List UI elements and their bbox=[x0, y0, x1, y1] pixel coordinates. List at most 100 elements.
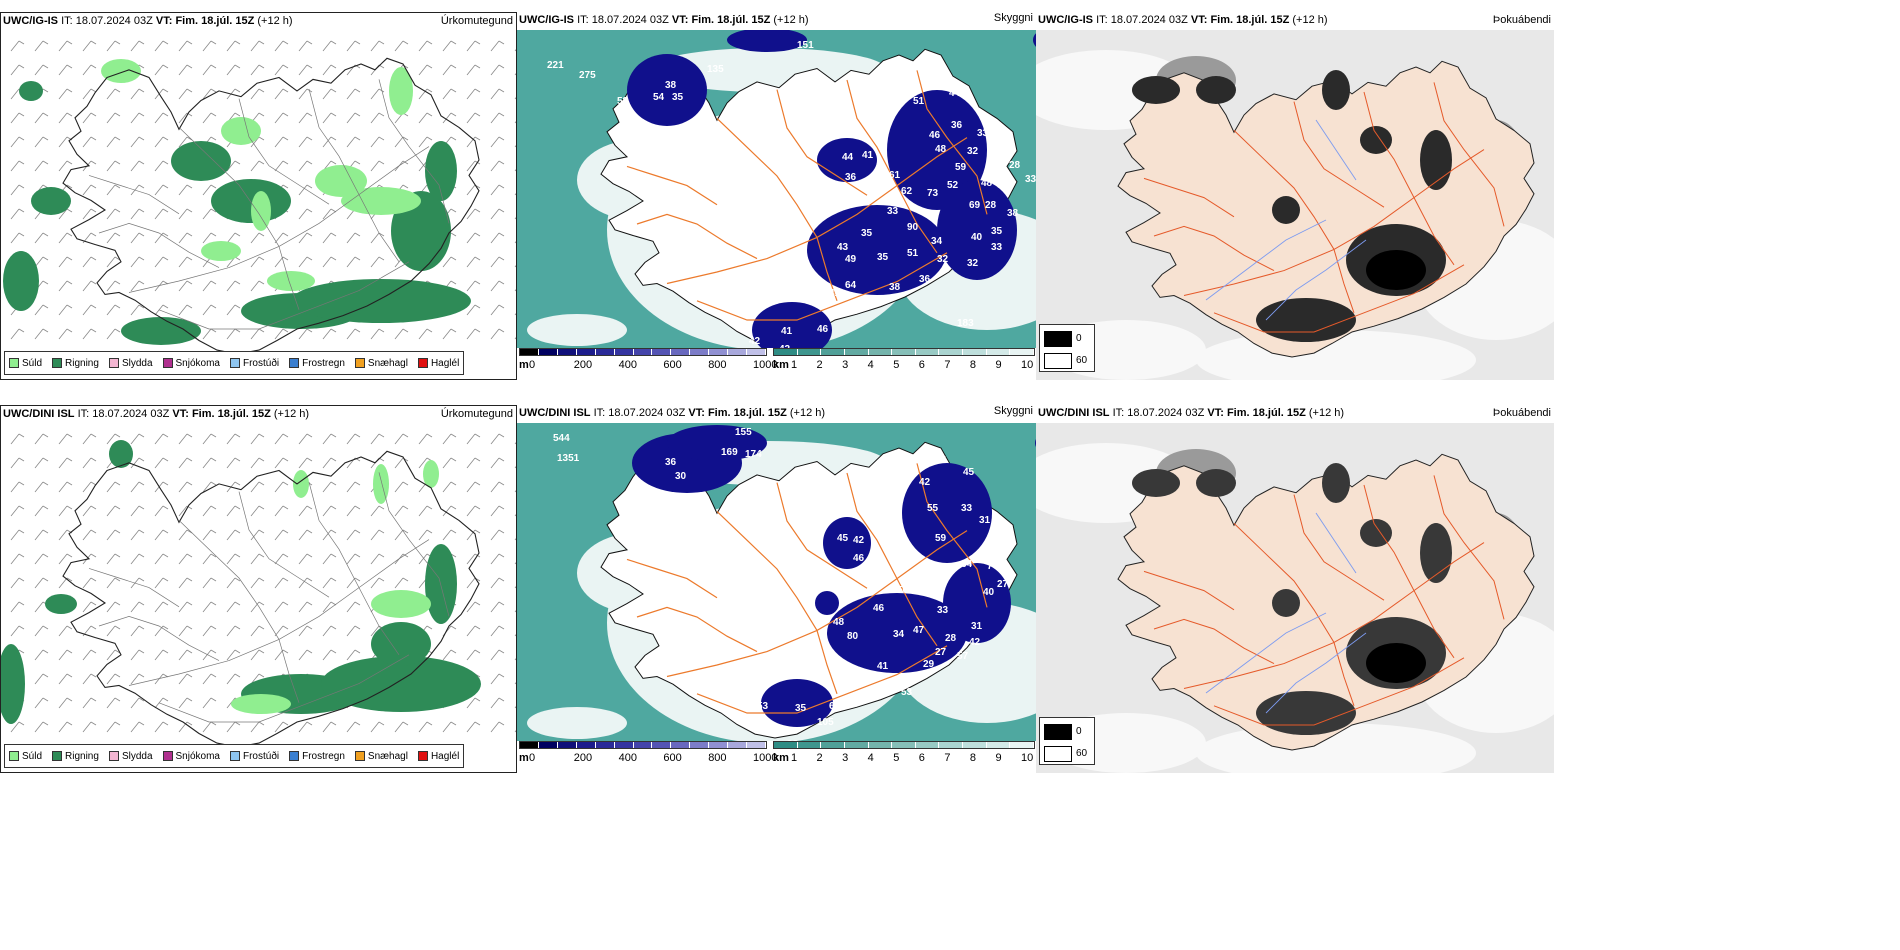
wind-barb-flag bbox=[378, 232, 385, 237]
colorbar-strip bbox=[519, 348, 767, 356]
wind-barb bbox=[58, 697, 68, 709]
wind-barb bbox=[466, 697, 476, 709]
wind-barb bbox=[490, 625, 500, 637]
legend-swatch bbox=[417, 358, 428, 368]
wind-barb bbox=[490, 721, 500, 733]
wind-barb-flag bbox=[330, 577, 337, 582]
wind-barb bbox=[154, 457, 164, 469]
wind-barb bbox=[154, 208, 164, 220]
wind-barb-flag bbox=[186, 553, 193, 558]
wind-barb-flag bbox=[210, 505, 217, 510]
wind-barb-flag bbox=[18, 232, 25, 237]
wind-barb bbox=[58, 457, 68, 469]
legend-item: Snjókoma bbox=[162, 358, 220, 369]
wind-barb-flag bbox=[378, 256, 385, 261]
wind-barb-flag bbox=[186, 697, 193, 702]
road-line bbox=[128, 539, 430, 686]
wind-barb-flag bbox=[90, 40, 97, 45]
wind-barb bbox=[226, 505, 236, 517]
panel-title: Þokuábendi bbox=[1492, 14, 1551, 26]
wind-barb bbox=[490, 673, 500, 685]
road-line bbox=[1213, 657, 1465, 726]
dense-fog-area bbox=[1272, 196, 1300, 224]
wind-barb bbox=[490, 112, 500, 124]
colorbar-cell bbox=[595, 742, 615, 748]
wind-barb-flag bbox=[306, 40, 313, 45]
wind-barb bbox=[490, 280, 500, 292]
rain-area bbox=[1, 644, 25, 724]
wind-barb bbox=[298, 649, 308, 661]
wind-barb bbox=[298, 64, 308, 76]
wind-barb-flag bbox=[450, 433, 457, 438]
wind-barb bbox=[466, 433, 476, 445]
wind-barb-flag bbox=[258, 40, 265, 45]
road-line bbox=[696, 252, 948, 321]
colorbar-tick-label: 6 bbox=[918, 359, 925, 371]
wind-barb bbox=[346, 529, 356, 541]
wind-barb-flag bbox=[138, 721, 145, 726]
wind-barb bbox=[178, 433, 188, 445]
wind-barb bbox=[82, 88, 92, 100]
colorbar-cell bbox=[939, 349, 964, 355]
wind-barb bbox=[274, 88, 284, 100]
colorbar-cell bbox=[774, 742, 798, 748]
road-line bbox=[666, 530, 968, 678]
wind-barb bbox=[178, 184, 188, 196]
wind-barb bbox=[298, 208, 308, 220]
wind-barb bbox=[274, 721, 284, 733]
wind-barb bbox=[346, 553, 356, 565]
wind-barb-flag bbox=[330, 649, 337, 654]
road-line bbox=[98, 223, 220, 268]
wind-barb bbox=[106, 553, 116, 565]
cloud-base-label: 42 bbox=[969, 637, 981, 648]
colorbar-cell bbox=[709, 742, 729, 748]
wind-barb-flag bbox=[378, 433, 385, 438]
road-line bbox=[1143, 570, 1235, 611]
wind-barb bbox=[10, 112, 20, 124]
cloud-base-label: 36 bbox=[665, 457, 677, 468]
wind-barb bbox=[58, 256, 68, 268]
rain-area bbox=[321, 656, 481, 712]
wind-barb-flag bbox=[258, 505, 265, 510]
wind-barb-flag bbox=[210, 673, 217, 678]
wind-barb-flag bbox=[306, 577, 313, 582]
wind-barb bbox=[274, 601, 284, 613]
cloud-base-label: 28 bbox=[945, 633, 957, 644]
wind-barb bbox=[490, 505, 500, 517]
wind-barb bbox=[226, 280, 236, 292]
wind-barb-flag bbox=[450, 136, 457, 141]
wind-barb-flag bbox=[402, 481, 409, 486]
cloud-base-colorbar: m 0 200 400 600 800 1000 bbox=[519, 741, 777, 771]
wind-barb bbox=[322, 328, 332, 340]
drizzle-area bbox=[371, 590, 431, 618]
wind-barb-flag bbox=[186, 673, 193, 678]
colorbar-tick-label: 4 bbox=[867, 752, 874, 764]
wind-barb bbox=[490, 64, 500, 76]
wind-barb bbox=[226, 673, 236, 685]
wind-barb-flag bbox=[66, 721, 73, 726]
wind-barb bbox=[154, 577, 164, 589]
wind-barb-flag bbox=[258, 601, 265, 606]
wind-barb bbox=[226, 160, 236, 172]
wind-barb-flag bbox=[282, 577, 289, 582]
low-cloud-area bbox=[823, 517, 871, 569]
wind-barb-flag bbox=[330, 64, 337, 69]
wind-barb bbox=[322, 721, 332, 733]
cloud-base-label: 275 bbox=[579, 70, 596, 81]
wind-barb bbox=[346, 601, 356, 613]
cloud-base-label: 90 bbox=[907, 222, 919, 233]
road-line bbox=[816, 630, 838, 694]
wind-barb bbox=[34, 160, 44, 172]
wind-barb bbox=[250, 64, 260, 76]
wind-barb bbox=[466, 64, 476, 76]
wind-barb bbox=[202, 505, 212, 517]
wind-barb-flag bbox=[138, 280, 145, 285]
wind-barb bbox=[394, 529, 404, 541]
wind-barb bbox=[130, 553, 140, 565]
colorbar-cell bbox=[520, 349, 539, 355]
wind-barb-flag bbox=[90, 328, 97, 333]
visibility-colorbar: km 1 2 3 4 5 6 7 8 9 10 bbox=[773, 348, 1035, 378]
wind-barb-flag bbox=[330, 112, 337, 117]
wind-barb bbox=[178, 280, 188, 292]
colorbar-tick-label: 200 bbox=[573, 359, 593, 371]
